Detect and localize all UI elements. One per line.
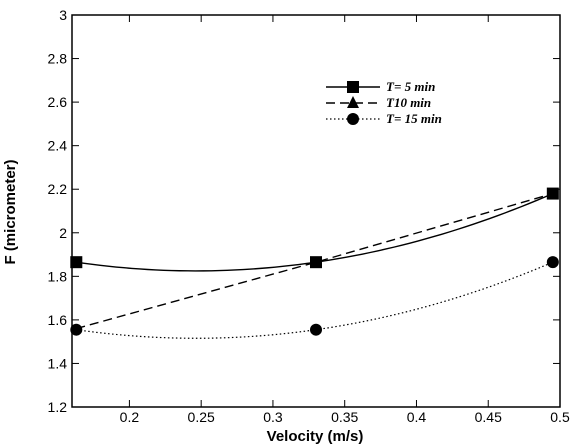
y-tick-label: 1.6 — [48, 312, 68, 328]
x-tick-label: 0.3 — [263, 409, 283, 425]
y-tick-label: 2.8 — [48, 51, 68, 67]
x-tick-label: 0.2 — [120, 409, 140, 425]
y-tick-label: 1.4 — [48, 355, 68, 371]
x-tick-label: 0.45 — [475, 409, 502, 425]
data-point-series-1 — [70, 256, 83, 269]
data-point-series-3 — [70, 323, 83, 336]
data-point-series-3 — [310, 323, 322, 336]
y-tick-label: 1.2 — [48, 399, 68, 415]
y-tick-label: 2.2 — [48, 181, 68, 197]
y-tick-label: 2.4 — [48, 138, 68, 154]
x-axis-label: Velocity (m/s) — [267, 428, 364, 445]
x-tick-label: 0.35 — [331, 409, 358, 425]
y-tick-label: 2.6 — [48, 94, 68, 110]
legend-label-3: T= 15 min — [386, 111, 442, 126]
legend-marker-2 — [347, 96, 359, 108]
data-point-series-1 — [310, 256, 322, 269]
y-axis-label: F (micrometer) — [2, 159, 19, 264]
x-tick-label: 0.4 — [407, 409, 427, 425]
data-point-series-1 — [546, 187, 559, 200]
legend-marker-3 — [347, 113, 359, 125]
x-tick-label: 0.5 — [550, 409, 570, 425]
y-tick-label: 2 — [59, 225, 67, 241]
legend-label-2: T10 min — [386, 95, 431, 110]
series-line-2 — [76, 192, 554, 330]
legend-marker-1 — [347, 81, 359, 93]
x-tick-label: 0.25 — [188, 409, 215, 425]
y-tick-label: 1.8 — [48, 268, 68, 284]
data-point-series-3 — [546, 256, 559, 269]
legend-label-1: T= 5 min — [386, 79, 435, 94]
plot-frame — [71, 14, 561, 408]
y-tick-label: 3 — [59, 7, 67, 23]
